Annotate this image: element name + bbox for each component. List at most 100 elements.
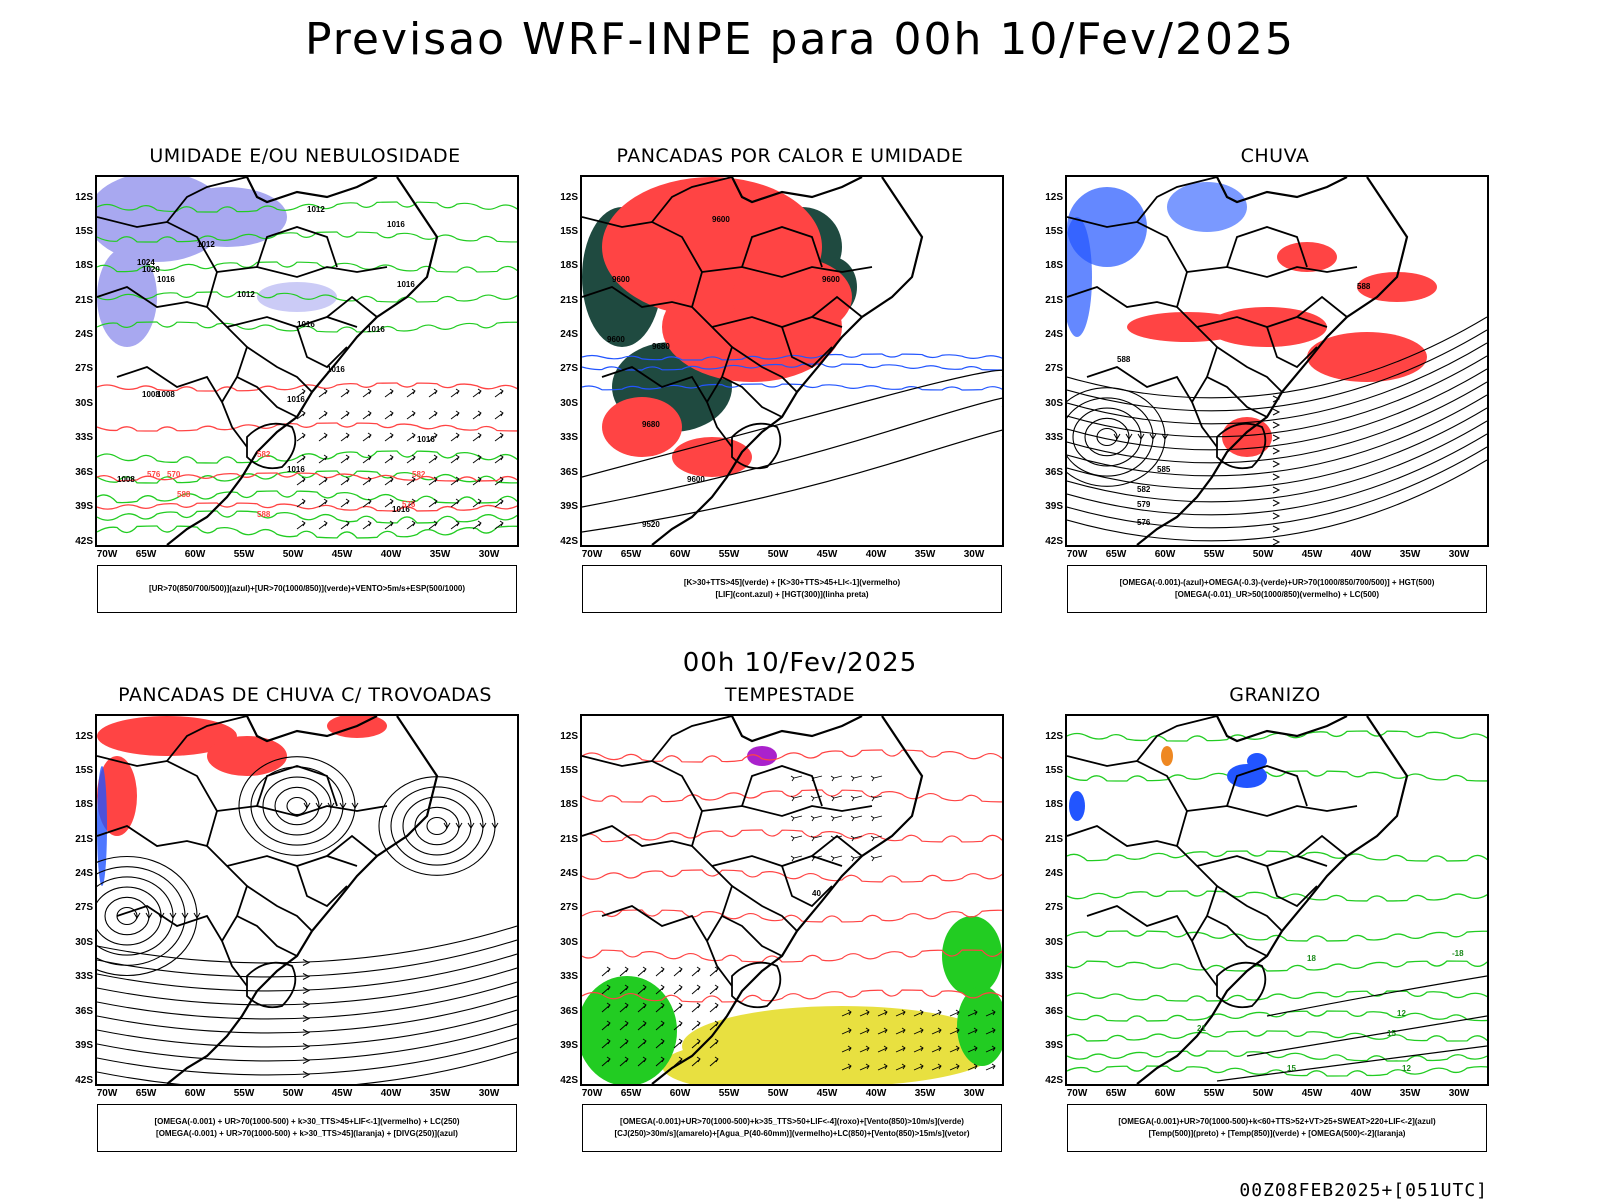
latitude-tick-label: 24S: [1045, 329, 1063, 340]
longitude-tick-label: 35W: [1399, 549, 1421, 560]
longitude-tick-label: 55W: [1203, 549, 1225, 560]
country-borders: [97, 716, 439, 1084]
contour-label: 9680: [642, 420, 660, 429]
latitude-tick-label: 18S: [560, 260, 578, 271]
latitude-tick-label: 36S: [75, 467, 93, 478]
longitude-tick-label: 65W: [620, 1088, 642, 1099]
longitude-tick-label: 55W: [718, 1088, 740, 1099]
latitude-tick-label: 21S: [1045, 834, 1063, 845]
latitude-tick-label: 18S: [75, 260, 93, 271]
longitude-tick-label: 55W: [233, 549, 255, 560]
map-plot: 1012 1016 1016 1012 1024 1020 1016 1012 1016 1016…: [95, 175, 519, 547]
run-info-label: 00Z08FEB2025+[051UTC]: [1239, 1180, 1488, 1201]
longitude-tick-label: 40W: [380, 1088, 402, 1099]
latitude-tick-label: 12S: [560, 192, 578, 203]
legend-line: [OMEGA(-0.001)+UR>70(1000-500)+k<60+TTS>…: [1118, 1117, 1436, 1126]
panel-pancadas-calor: PANCADAS POR CALOR E UMIDADE 9600 9600 9600…: [540, 145, 1040, 625]
contour-label: 1008: [142, 390, 160, 399]
contour-label: 1024: [137, 258, 155, 267]
longitude-tick-label: 50W: [282, 1088, 304, 1099]
contour-label: 12: [1402, 1064, 1411, 1073]
legend-line: [OMEGA(-0.01)_UR>50(1000/850)(vermelho) …: [1174, 590, 1380, 599]
contour-label: 9520: [642, 520, 660, 529]
contour-label: 1012: [237, 290, 255, 299]
latitude-tick-label: 36S: [560, 467, 578, 478]
panel-umidade: UMIDADE E/OU NEBULOSIDADE 1012 1016 1016 101…: [55, 145, 555, 625]
map-canvas: 18 12 21 15 15 12 -18: [1067, 716, 1487, 1084]
contour-label: 576: [1137, 518, 1151, 527]
latitude-tick-label: 39S: [75, 1040, 93, 1051]
latitude-tick-label: 30S: [75, 937, 93, 948]
latitude-tick-label: 27S: [75, 902, 93, 913]
longitude-tick-label: 30W: [478, 1088, 500, 1099]
latitude-tick-label: 12S: [1045, 192, 1063, 203]
contour-label: -18: [1452, 949, 1464, 958]
contour-label: 1016: [157, 275, 175, 284]
longitude-tick-label: 65W: [1105, 1088, 1127, 1099]
latitude-tick-label: 33S: [560, 971, 578, 982]
legend-line: [OMEGA(-0.001)+UR>70(1000-500)+k>35_TTS>…: [620, 1117, 964, 1126]
latitude-tick-label: 12S: [560, 731, 578, 742]
longitude-tick-label: 35W: [914, 1088, 936, 1099]
panel-title: PANCADAS DE CHUVA C/ TROVOADAS: [118, 684, 492, 706]
contour-label: 1012: [197, 240, 215, 249]
legend-line: [UR>70(850/700/500)](azul)+[UR>70(1000/8…: [148, 584, 466, 593]
longitude-tick-label: 55W: [718, 549, 740, 560]
longitude-tick-label: 30W: [963, 1088, 985, 1099]
longitude-tick-label: 60W: [1154, 1088, 1176, 1099]
latitude-tick-label: 30S: [560, 937, 578, 948]
latitude-tick-label: 15S: [1045, 226, 1063, 237]
latitude-tick-label: 21S: [560, 834, 578, 845]
legend-line: [CJ(250)>30m/s](amarelo)+[Agua_P(40-60mm…: [614, 1129, 970, 1138]
latitude-tick-label: 24S: [560, 329, 578, 340]
latitude-tick-label: 21S: [1045, 295, 1063, 306]
map-plot: 18 12 21 15 15 12 -18: [1065, 714, 1489, 1086]
longitude-tick-label: 70W: [581, 549, 603, 560]
longitude-tick-label: 40W: [380, 549, 402, 560]
longitude-tick-label: 30W: [1448, 1088, 1470, 1099]
main-title: Previsao WRF-INPE para 00h 10/Fev/2025: [305, 14, 1295, 65]
latitude-tick-label: 27S: [1045, 363, 1063, 374]
longitude-tick-label: 45W: [1301, 1088, 1323, 1099]
panel-granizo: GRANIZO 18 12 21 15 15 12 -18 12S 15S 18S 21S 24S 27S…: [1025, 684, 1525, 1164]
latitude-tick-label: 39S: [560, 1040, 578, 1051]
longitude-tick-label: 45W: [331, 1088, 353, 1099]
map-plot: [95, 714, 519, 1086]
longitude-tick-label: 45W: [816, 1088, 838, 1099]
contour-label: 12: [1397, 1009, 1406, 1018]
longitude-tick-label: 70W: [96, 549, 118, 560]
contour-label: 582: [257, 450, 271, 459]
latitude-tick-label: 18S: [1045, 799, 1063, 810]
latitude-tick-label: 39S: [1045, 501, 1063, 512]
latitude-tick-label: 42S: [560, 1075, 578, 1086]
contour-label: 576: [402, 500, 416, 509]
legend-box: [OMEGA(-0.001)+UR>70(1000-500)+k>35_TTS>…: [582, 1104, 1002, 1152]
contour-label: 588: [1357, 282, 1371, 291]
longitude-tick-label: 70W: [96, 1088, 118, 1099]
latitude-tick-label: 12S: [75, 192, 93, 203]
latitude-tick-label: 33S: [75, 432, 93, 443]
panel-title: UMIDADE E/OU NEBULOSIDADE: [149, 145, 461, 167]
panel-chuva: CHUVA 588 588 585 582 579 576 12S 15S 18S 21S 24S 27…: [1025, 145, 1525, 625]
contour-label: 582: [1137, 485, 1151, 494]
latitude-tick-label: 15S: [1045, 765, 1063, 776]
contour-label: 582: [412, 470, 426, 479]
country-borders: [97, 177, 439, 545]
latitude-tick-label: 30S: [1045, 937, 1063, 948]
latitude-tick-label: 15S: [560, 765, 578, 776]
legend-line: [Temp(500)](preto) + [Temp(850)](verde) …: [1148, 1129, 1406, 1138]
contour-label: 1016: [327, 365, 345, 374]
latitude-tick-label: 21S: [75, 295, 93, 306]
map-plot: 40: [580, 714, 1004, 1086]
longitude-tick-label: 65W: [1105, 549, 1127, 560]
longitude-tick-label: 45W: [1301, 549, 1323, 560]
contour-label: 9680: [652, 342, 670, 351]
longitude-tick-label: 45W: [816, 549, 838, 560]
contour-label: 15: [1387, 1029, 1396, 1038]
latitude-tick-label: 30S: [560, 398, 578, 409]
latitude-tick-label: 33S: [1045, 971, 1063, 982]
longitude-tick-label: 70W: [1066, 1088, 1088, 1099]
latitude-tick-label: 15S: [560, 226, 578, 237]
latitude-tick-label: 36S: [560, 1006, 578, 1017]
longitude-tick-label: 35W: [914, 549, 936, 560]
